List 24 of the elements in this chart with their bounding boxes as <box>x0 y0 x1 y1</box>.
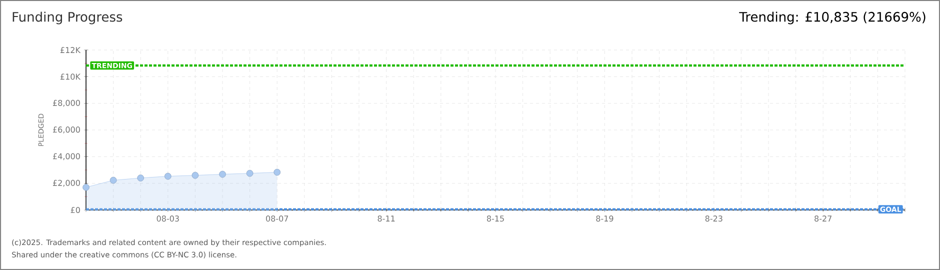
y-tick-label: £4,000 <box>52 153 80 160</box>
x-tick-label: 8-15 <box>486 216 504 222</box>
x-tick-label: 08-03 <box>156 216 179 222</box>
y-tick-label: £10K <box>60 74 81 80</box>
x-tick-label: 8-19 <box>596 216 614 222</box>
chart-title: Funding Progress <box>12 12 122 24</box>
chart-subtitle: Trending: £10,835 (21669%) <box>739 12 926 24</box>
point <box>219 170 226 178</box>
x-tick-label: 08-07 <box>266 216 288 222</box>
point <box>246 170 254 177</box>
y-tick-label: £12K <box>60 47 81 53</box>
x-tick-label: 8-27 <box>814 216 832 222</box>
y-tick-label: £2,000 <box>52 180 80 187</box>
y-tick-label: £6,000 <box>52 126 80 134</box>
y-tick-label: £0 <box>70 206 80 214</box>
x-tick-label: 8-23 <box>705 216 722 222</box>
point <box>137 174 144 182</box>
point <box>164 172 172 180</box>
x-tick-label: 8-11 <box>378 216 395 222</box>
point <box>274 168 281 176</box>
point <box>192 172 199 179</box>
point <box>82 184 90 191</box>
point <box>110 176 117 184</box>
y-tick-label: £8,000 <box>52 100 80 107</box>
